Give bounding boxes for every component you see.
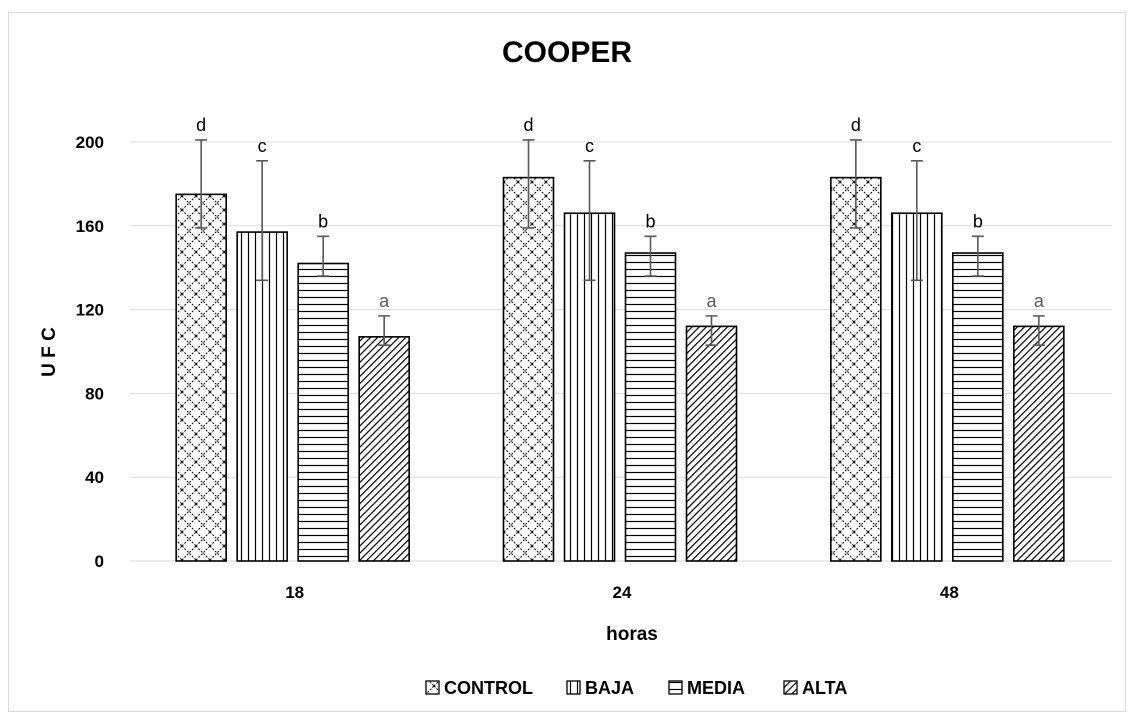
bar-baja-18 [236, 231, 288, 562]
error-bar [644, 235, 657, 277]
error-bar [195, 139, 208, 229]
x-axis-ticks: 18 24 48 [285, 583, 959, 602]
significance-label: c [912, 136, 921, 156]
error-bars [195, 139, 1045, 347]
error-bar [1032, 315, 1045, 347]
y-tick-label: 160 [76, 217, 104, 236]
error-bar [849, 139, 862, 229]
bar-media-18 [297, 262, 349, 562]
significance-label: d [196, 115, 206, 135]
y-tick-label: 0 [95, 552, 104, 571]
bar-alta-18 [358, 336, 410, 562]
y-axis-ticks: 0 40 80 120 160 200 [76, 133, 104, 571]
y-tick-label: 80 [85, 384, 104, 403]
significance-label: a [706, 291, 717, 311]
x-tick-label: 24 [613, 583, 632, 602]
bar-control-24 [502, 176, 555, 562]
significance-label: b [645, 211, 655, 231]
bar-control-18 [175, 193, 227, 562]
error-bar [910, 160, 923, 282]
legend-swatch-baja [566, 680, 581, 695]
significance-label: b [318, 211, 328, 231]
significance-label: a [379, 291, 390, 311]
significance-label: b [973, 211, 983, 231]
significance-label: c [258, 136, 267, 156]
gridlines [130, 141, 1112, 562]
x-axis-title: horas [606, 624, 658, 645]
bar-media-48 [952, 252, 1004, 562]
significance-label: d [523, 115, 533, 135]
data-labels: d c b a d c b a d c b a [196, 115, 1045, 311]
y-tick-label: 120 [76, 301, 104, 320]
significance-label: d [851, 115, 861, 135]
error-bar [256, 160, 269, 282]
bars [175, 176, 1065, 562]
legend-label-alta: ALTA [802, 678, 847, 698]
legend-label-baja: BAJA [585, 678, 634, 698]
error-bar [583, 160, 596, 282]
y-tick-label: 200 [76, 133, 104, 152]
y-tick-label: 40 [85, 468, 104, 487]
bar-alta-24 [685, 325, 738, 562]
error-bar [378, 315, 391, 347]
error-bar [971, 235, 984, 277]
legend-swatch-control [425, 680, 440, 695]
significance-label: c [585, 136, 594, 156]
legend-swatch-media [668, 680, 683, 695]
bar-control-48 [830, 176, 882, 562]
error-bar [317, 235, 330, 277]
x-tick-label: 48 [940, 583, 959, 602]
bar-alta-48 [1013, 325, 1065, 562]
bar-media-24 [624, 252, 677, 562]
y-axis-title: U F C [39, 327, 60, 377]
legend-swatch-alta [783, 680, 798, 695]
error-bar [705, 315, 718, 347]
chart-title: COOPER [502, 36, 632, 69]
significance-label: a [1034, 291, 1045, 311]
x-tick-label: 18 [285, 583, 304, 602]
legend-label-media: MEDIA [687, 678, 745, 698]
legend-label-control: CONTROL [444, 678, 533, 698]
legend: CONTROL BAJA MEDIA ALTA [425, 678, 847, 698]
error-bar [522, 139, 535, 229]
